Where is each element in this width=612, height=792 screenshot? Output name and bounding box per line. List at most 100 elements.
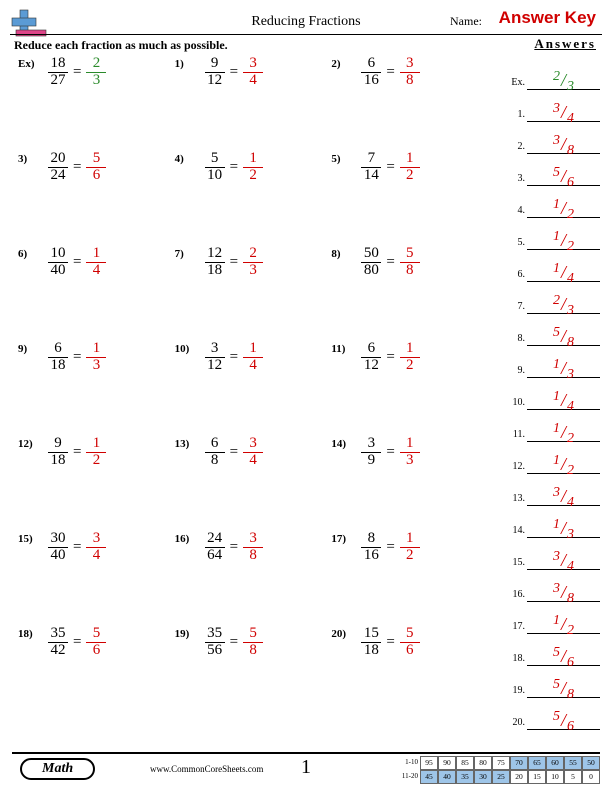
problem: 20)1518=56	[331, 626, 488, 721]
answer-line: 19.5/8	[505, 666, 600, 698]
fraction-equation: 510=12	[205, 151, 263, 184]
answer-label: 11.	[505, 429, 527, 442]
score-row: 11-20454035302520151050	[392, 770, 600, 784]
equals-sign: =	[228, 634, 240, 651]
answer-value: 5/8	[553, 326, 574, 347]
problem-number: 14)	[331, 438, 346, 450]
answer-fraction: 12	[400, 151, 420, 184]
name-label: Name:	[450, 14, 482, 29]
equals-sign: =	[71, 254, 83, 271]
answer-label: 5.	[505, 237, 527, 250]
answer-label: 19.	[505, 685, 527, 698]
answer-fraction: 13	[400, 436, 420, 469]
problem: 12)918=12	[18, 436, 175, 531]
answer-fraction: 12	[86, 436, 106, 469]
fraction-equation: 3556=58	[205, 626, 263, 659]
equals-sign: =	[228, 444, 240, 461]
answer-blank: 1/4	[527, 381, 600, 410]
answer-fraction: 58	[400, 246, 420, 279]
problem: 16)2464=38	[175, 531, 332, 626]
answer-blank: 2/3	[527, 61, 600, 90]
problem-fraction: 612	[361, 341, 381, 374]
score-grid: 1-109590858075706560555011-2045403530252…	[392, 756, 600, 784]
equals-sign: =	[228, 349, 240, 366]
equals-sign: =	[71, 539, 83, 556]
score-cell: 5	[564, 770, 582, 784]
score-cell: 20	[510, 770, 528, 784]
answer-label: 14.	[505, 525, 527, 538]
problem-number: 2)	[331, 58, 340, 70]
answer-blank: 3/8	[527, 125, 600, 154]
score-cell: 15	[528, 770, 546, 784]
problem: 5)714=12	[331, 151, 488, 246]
answer-label: 8.	[505, 333, 527, 346]
answer-blank: 1/3	[527, 349, 600, 378]
answer-label: 3.	[505, 173, 527, 186]
fraction-equation: 1518=56	[361, 626, 419, 659]
instruction: Reduce each fraction as much as possible…	[14, 38, 228, 53]
problem: Ex)1827=23	[18, 56, 175, 151]
math-badge: Math	[20, 758, 95, 780]
answer-fraction: 56	[86, 626, 106, 659]
answer-value: 3/4	[553, 550, 574, 571]
problem-fraction: 1518	[361, 626, 381, 659]
problem-number: 1)	[175, 58, 184, 70]
answer-label: 18.	[505, 653, 527, 666]
answer-line: 11. 1/2	[505, 410, 600, 442]
problem-number: 8)	[331, 248, 340, 260]
score-cell: 50	[582, 756, 600, 770]
equals-sign: =	[384, 634, 396, 651]
answer-value: 1/2	[553, 422, 574, 443]
fraction-equation: 618=13	[48, 341, 106, 374]
score-cell: 80	[474, 756, 492, 770]
equals-sign: =	[71, 444, 83, 461]
answer-fraction: 38	[243, 531, 263, 564]
problem-fraction: 1218	[205, 246, 225, 279]
answer-key-label: Answer Key	[499, 8, 596, 28]
problem: 15)3040=34	[18, 531, 175, 626]
divider-top	[10, 34, 602, 35]
answer-blank: 5/6	[527, 701, 600, 730]
score-row-label: 1-10	[392, 756, 420, 770]
answer-label: 20.	[505, 717, 527, 730]
answer-line: 9.1/3	[505, 346, 600, 378]
problem: 6)1040=14	[18, 246, 175, 341]
answer-value: 2/3	[553, 70, 574, 91]
problem-fraction: 68	[205, 436, 225, 469]
answer-line: 17.1/2	[505, 602, 600, 634]
score-cell: 40	[438, 770, 456, 784]
problem: 1)912=34	[175, 56, 332, 151]
answer-value: 5/6	[553, 710, 574, 731]
answer-value: 1/3	[553, 358, 574, 379]
fraction-equation: 714=12	[361, 151, 419, 184]
equals-sign: =	[71, 64, 83, 81]
answer-line: Ex.2/3	[505, 58, 600, 90]
fraction-equation: 2464=38	[205, 531, 263, 564]
problem: 3)2024=56	[18, 151, 175, 246]
answer-line: 8. 5/8	[505, 314, 600, 346]
fraction-equation: 312=14	[205, 341, 263, 374]
answer-line: 1.3/4	[505, 90, 600, 122]
answer-line: 14.1/3	[505, 506, 600, 538]
problem: 18)3542=56	[18, 626, 175, 721]
answer-value: 1/2	[553, 230, 574, 251]
score-cell: 85	[456, 756, 474, 770]
fraction-equation: 816=12	[361, 531, 419, 564]
answer-fraction: 23	[86, 56, 106, 89]
answers-column: Answers Ex.2/31.3/42.3/83.5/64.1/25.1/26…	[505, 36, 600, 730]
fraction-equation: 612=12	[361, 341, 419, 374]
score-cell: 10	[546, 770, 564, 784]
answer-value: 1/2	[553, 614, 574, 635]
answer-value: 1/4	[553, 262, 574, 283]
page-number: 1	[301, 756, 311, 779]
score-cell: 75	[492, 756, 510, 770]
answer-line: 20. 5/6	[505, 698, 600, 730]
problem-number: 10)	[175, 343, 190, 355]
answer-fraction: 12	[400, 341, 420, 374]
problem: 11)612=12	[331, 341, 488, 436]
fraction-equation: 1218=23	[205, 246, 263, 279]
equals-sign: =	[228, 64, 240, 81]
fraction-equation: 39=13	[361, 436, 419, 469]
problem-fraction: 1827	[48, 56, 68, 89]
answer-fraction: 34	[243, 56, 263, 89]
